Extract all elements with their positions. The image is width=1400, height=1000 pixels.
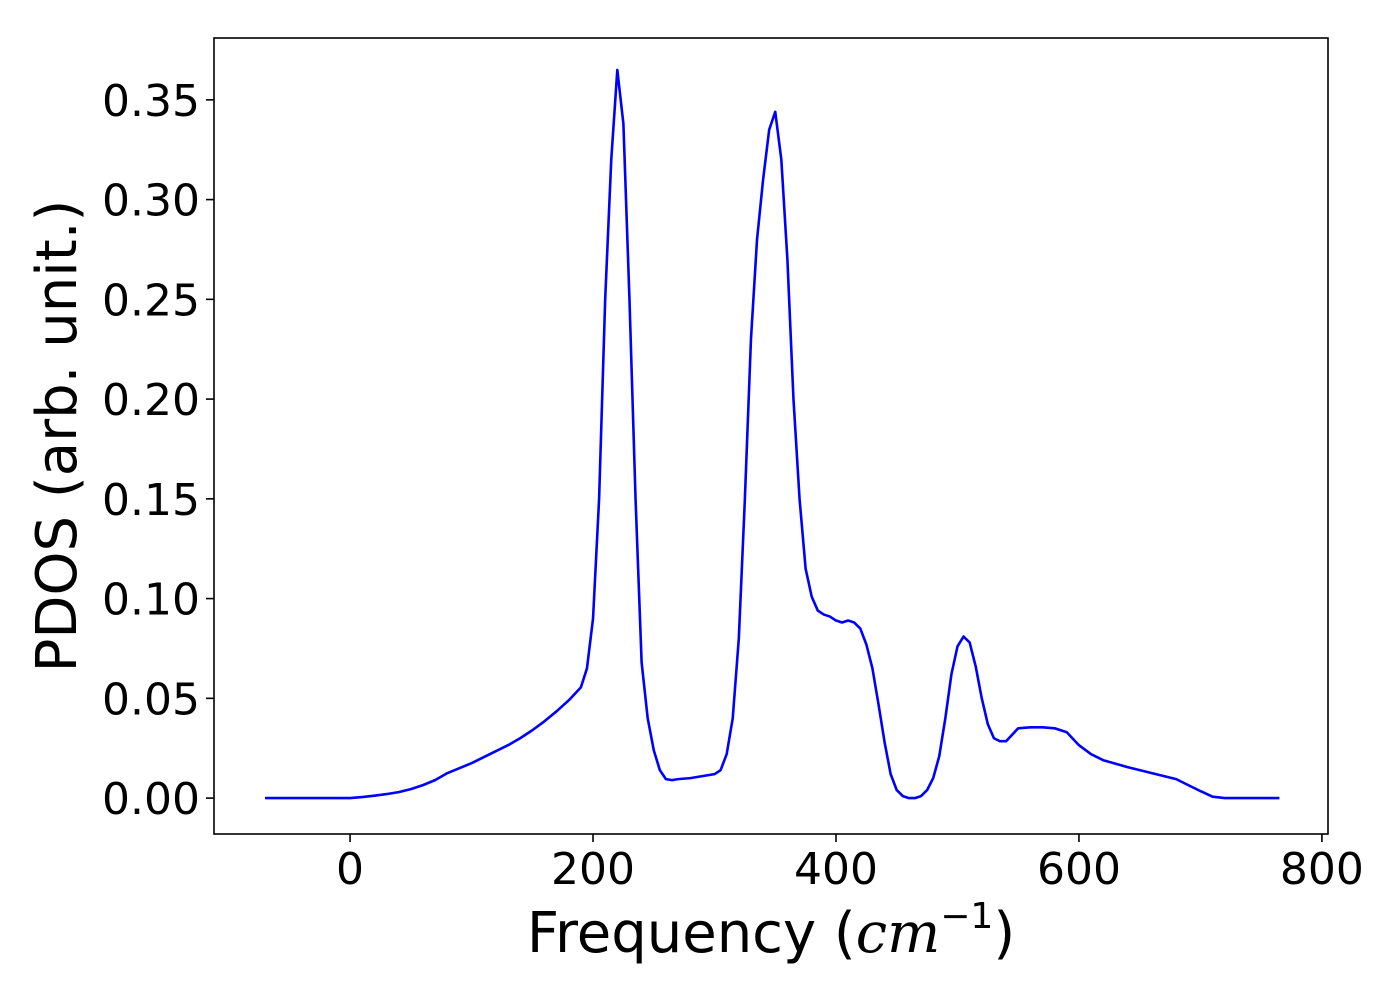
x-tick-label: 200: [551, 844, 635, 895]
x-axis-label-exponent: −1: [940, 896, 993, 937]
y-axis-ticks: 0.00 0.05 0.10 0.15 0.20 0.25 0.30 0.35: [102, 76, 214, 825]
plot-area: [265, 68, 1280, 800]
y-tick-label: 0.05: [102, 674, 200, 725]
x-tick-label: 600: [1037, 844, 1121, 895]
x-axis-label-suffix: ): [993, 901, 1015, 966]
series-line-0: [265, 68, 1280, 800]
plot-frame: [213, 37, 1329, 835]
y-tick-label: 0.35: [102, 76, 200, 127]
y-axis-label: PDOS (arb. unit.): [25, 200, 90, 673]
y-tick-label: 0.30: [102, 176, 200, 227]
x-tick-label: 400: [794, 844, 878, 895]
x-axis-ticks: 0 200 400 600 800: [336, 834, 1364, 895]
y-tick-label: 0.10: [102, 575, 200, 626]
y-tick-label: 0.15: [102, 475, 200, 526]
y-tick-label: 0.20: [102, 375, 200, 426]
y-tick-label: 0.25: [102, 275, 200, 326]
x-axis-label-prefix: Frequency (: [527, 901, 856, 966]
y-tick-label: 0.00: [102, 774, 200, 825]
x-tick-label: 800: [1280, 844, 1364, 895]
x-axis-label: Frequency (cm−1): [527, 896, 1015, 966]
x-tick-label: 0: [336, 844, 364, 895]
x-axis-label-unit: cm: [856, 901, 940, 966]
